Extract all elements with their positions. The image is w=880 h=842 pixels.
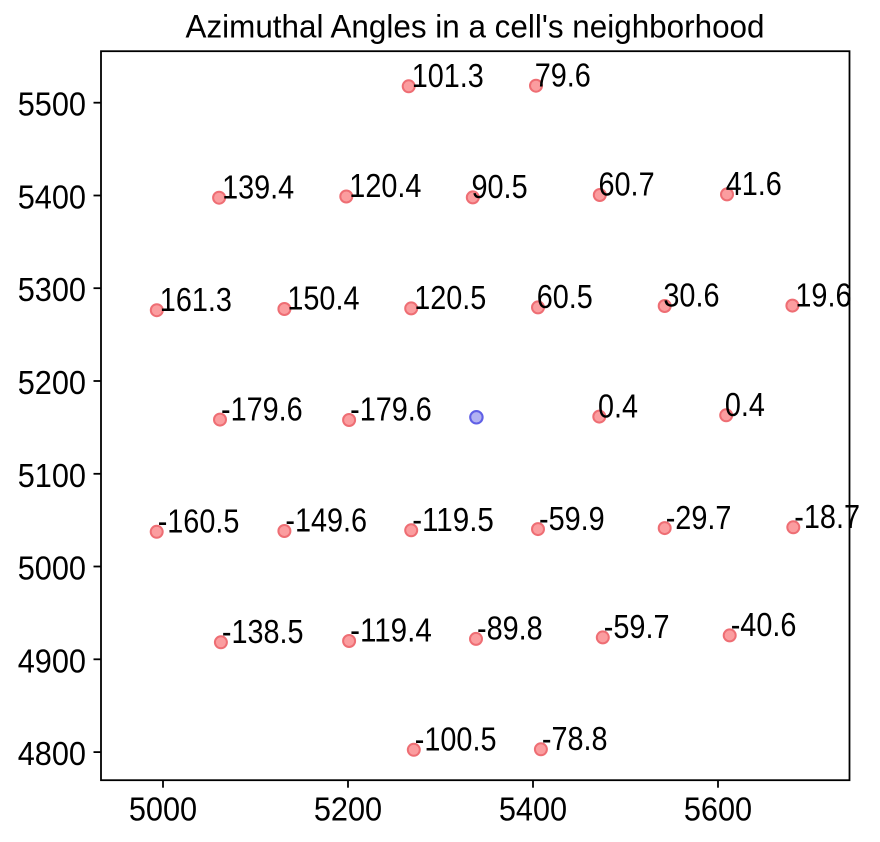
svg-text:0.4: 0.4 — [725, 387, 765, 424]
svg-text:5100: 5100 — [18, 457, 86, 494]
svg-text:5200: 5200 — [18, 364, 86, 401]
svg-text:4900: 4900 — [18, 642, 86, 679]
svg-text:-119.5: -119.5 — [412, 502, 494, 539]
svg-text:4800: 4800 — [18, 735, 86, 772]
svg-text:120.4: 120.4 — [349, 168, 421, 205]
svg-text:5300: 5300 — [18, 271, 86, 308]
svg-text:-89.8: -89.8 — [477, 611, 543, 648]
svg-text:5400: 5400 — [499, 791, 567, 828]
svg-text:-40.6: -40.6 — [731, 607, 797, 644]
svg-text:120.5: 120.5 — [414, 280, 486, 317]
svg-text:-149.6: -149.6 — [285, 503, 367, 540]
svg-text:60.7: 60.7 — [599, 167, 655, 204]
svg-text:41.6: 41.6 — [726, 166, 782, 203]
svg-text:139.4: 139.4 — [222, 169, 294, 206]
svg-text:79.6: 79.6 — [535, 57, 591, 94]
svg-text:-59.9: -59.9 — [539, 501, 605, 538]
svg-text:150.4: 150.4 — [287, 281, 359, 318]
svg-text:101.3: 101.3 — [412, 58, 484, 95]
svg-text:30.6: 30.6 — [663, 278, 719, 315]
svg-text:0.4: 0.4 — [598, 388, 638, 425]
svg-text:5400: 5400 — [18, 179, 86, 216]
svg-text:5000: 5000 — [129, 791, 197, 828]
svg-text:-29.7: -29.7 — [666, 500, 732, 537]
svg-text:-59.7: -59.7 — [604, 609, 670, 646]
svg-text:-179.6: -179.6 — [350, 392, 432, 429]
svg-text:-179.6: -179.6 — [221, 391, 303, 428]
svg-text:-100.5: -100.5 — [415, 722, 497, 759]
svg-text:60.5: 60.5 — [537, 279, 593, 316]
svg-text:5500: 5500 — [18, 86, 86, 123]
svg-text:90.5: 90.5 — [472, 169, 528, 206]
svg-text:5200: 5200 — [314, 791, 382, 828]
svg-text:5600: 5600 — [684, 791, 752, 828]
svg-text:19.6: 19.6 — [795, 277, 851, 314]
svg-text:-138.5: -138.5 — [222, 614, 304, 651]
svg-text:Azimuthal Angles in a cell's n: Azimuthal Angles in a cell's neighborhoo… — [186, 9, 765, 45]
svg-text:-78.8: -78.8 — [542, 721, 608, 758]
svg-text:5000: 5000 — [18, 550, 86, 587]
svg-text:-119.4: -119.4 — [350, 613, 432, 650]
svg-text:-18.7: -18.7 — [794, 499, 860, 536]
svg-text:-160.5: -160.5 — [158, 504, 240, 541]
svg-text:161.3: 161.3 — [160, 282, 232, 319]
